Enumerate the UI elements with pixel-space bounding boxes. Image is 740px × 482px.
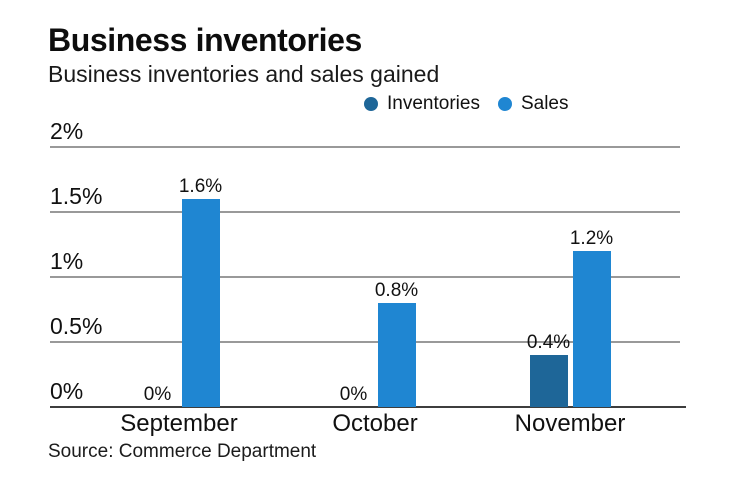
x-tick-label-november: November — [514, 410, 626, 437]
legend-item-sales: Sales — [497, 93, 569, 115]
bar-label-september-inventories: 0% — [143, 384, 172, 405]
bar-november-sales — [572, 251, 611, 407]
x-tick-label-october: October — [332, 410, 418, 437]
bar-label-september-sales: 1.6% — [178, 176, 223, 197]
gridline-1.5% — [50, 211, 680, 213]
y-tick-label-1%: 1% — [50, 248, 84, 274]
gridline-2% — [50, 146, 680, 148]
bar-october-sales — [377, 303, 416, 407]
x-tick-label-september: September — [120, 410, 238, 437]
y-tick-label-2%: 2% — [50, 118, 84, 144]
legend-label-sales: Sales — [520, 93, 569, 114]
bar-label-november-inventories: 0.4% — [526, 332, 571, 353]
bar-label-november-sales: 1.2% — [569, 228, 614, 249]
legend: Inventories Sales — [364, 93, 568, 115]
y-tick-label-0.5%: 0.5% — [50, 313, 103, 339]
gridline-1% — [50, 276, 680, 278]
legend-label-inventories: Inventories — [387, 93, 480, 114]
bar-november-inventories — [529, 355, 568, 407]
legend-dot-sales-icon — [497, 97, 512, 111]
bar-september-sales — [181, 199, 220, 407]
bar-label-october-sales: 0.8% — [374, 280, 419, 301]
y-tick-label-1.5%: 1.5% — [50, 183, 103, 209]
legend-dot-inventories-icon — [364, 97, 378, 111]
source-note: Source: Commerce Department — [48, 441, 317, 462]
bar-label-october-inventories: 0% — [339, 384, 368, 405]
chart-title: Business inventories — [48, 22, 362, 58]
legend-item-inventories: Inventories — [364, 93, 480, 115]
x-axis-line — [50, 406, 686, 408]
y-tick-label-0%: 0% — [50, 378, 84, 404]
gridline-0.5% — [50, 341, 680, 343]
chart-subtitle: Business inventories and sales gained — [48, 61, 440, 87]
